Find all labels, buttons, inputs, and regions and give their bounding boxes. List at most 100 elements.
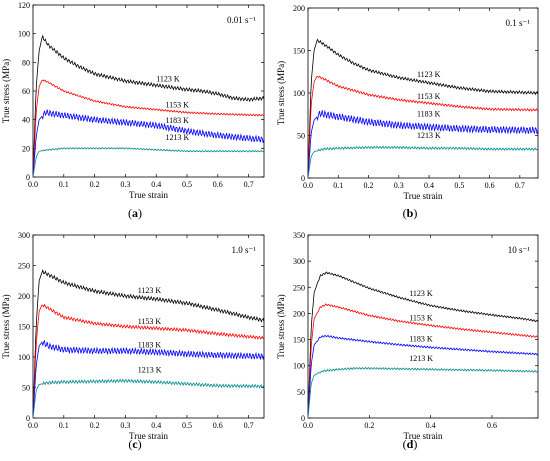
series-line-1213k bbox=[307, 366, 539, 419]
y-tick-label: 100 bbox=[18, 353, 30, 362]
x-tick-label: 0.0 bbox=[303, 181, 313, 190]
x-tick-label: 0.5 bbox=[454, 181, 464, 190]
series-label: 1183 K bbox=[138, 340, 162, 349]
x-tick-label: 0.3 bbox=[120, 421, 130, 430]
y-tick-label: 0 bbox=[26, 173, 30, 182]
series-label: 1213 K bbox=[417, 131, 441, 140]
y-tick-label: 50 bbox=[297, 132, 305, 141]
x-tick-label: 0.6 bbox=[213, 421, 223, 430]
plot-frame bbox=[32, 234, 265, 419]
x-tick-label: 0.3 bbox=[120, 180, 130, 189]
x-tick-label: 0.2 bbox=[90, 421, 100, 430]
panel-label: (b) bbox=[403, 206, 418, 220]
panel-label: (a) bbox=[128, 206, 142, 220]
series-line-1123k bbox=[307, 271, 539, 419]
x-tick-label: 0.2 bbox=[90, 180, 100, 189]
y-tick-label: 80 bbox=[22, 58, 30, 67]
x-axis-label: True strain bbox=[129, 431, 168, 441]
x-axis-label: True strain bbox=[404, 431, 443, 441]
series-line-1213k bbox=[307, 145, 539, 179]
series-line-1183k bbox=[32, 339, 265, 419]
x-tick-label: 0.3 bbox=[394, 181, 404, 190]
y-axis-label: True stress (MPa) bbox=[1, 294, 11, 358]
x-tick-label: 0.4 bbox=[151, 421, 161, 430]
series-label: 1183 K bbox=[165, 116, 189, 125]
y-tick-label: 0 bbox=[301, 174, 305, 183]
series-line-1183k bbox=[32, 109, 265, 178]
strain-rate-annotation: 0.1 s⁻¹ bbox=[506, 18, 531, 28]
y-axis-label: True stress (MPa) bbox=[276, 294, 286, 358]
y-tick-label: 20 bbox=[22, 144, 30, 153]
chart-panel-4: 0.0 0.2 0.4 0.6 0 50 100 150 200 250 300 350 True st… bbox=[276, 231, 539, 451]
y-tick-label: 150 bbox=[18, 323, 30, 332]
x-tick-label: 0.1 bbox=[59, 180, 69, 189]
y-tick-label: 40 bbox=[22, 116, 30, 125]
x-tick-label: 0.7 bbox=[244, 421, 254, 430]
x-tick-label: 0.0 bbox=[303, 421, 313, 430]
series-label: 1123 K bbox=[138, 286, 162, 295]
x-tick-label: 0.6 bbox=[485, 181, 495, 190]
series-line-1153k bbox=[307, 75, 539, 179]
x-tick-label: 0.4 bbox=[151, 180, 161, 189]
chart-panel-3: 0.0 0.1 0.2 0.3 0.4 0.5 0.6 0.7 0 50 100 150 200 250 3… bbox=[1, 231, 265, 451]
x-axis-label: True strain bbox=[129, 190, 168, 200]
series-line-1153k bbox=[307, 303, 539, 419]
series-label: 1123 K bbox=[409, 289, 433, 298]
x-tick-label: 0.2 bbox=[364, 181, 374, 190]
x-tick-label: 0.4 bbox=[426, 421, 436, 430]
chart-panel-2: 0.0 0.1 0.2 0.3 0.4 0.5 0.6 0.7 0 50 100 150 200 True… bbox=[276, 4, 539, 220]
strain-rate-annotation: 1.0 s⁻¹ bbox=[232, 245, 257, 255]
y-tick-label: 250 bbox=[293, 283, 305, 292]
series-label: 1183 K bbox=[417, 109, 441, 118]
x-tick-label: 0.7 bbox=[244, 180, 254, 189]
series-line-1213k bbox=[32, 378, 265, 419]
x-tick-label: 0.4 bbox=[424, 181, 434, 190]
chart-panel-1: 0.0 0.1 0.2 0.3 0.4 0.5 0.6 0.7 0 20 40 60 80 100 120 T… bbox=[1, 1, 265, 220]
y-tick-label: 350 bbox=[293, 231, 305, 240]
x-tick-label: 0.6 bbox=[487, 421, 497, 430]
y-tick-label: 100 bbox=[18, 30, 30, 39]
y-tick-label: 50 bbox=[297, 388, 305, 397]
strain-rate-annotation: 0.01 s⁻¹ bbox=[227, 15, 256, 25]
y-tick-label: 120 bbox=[18, 1, 30, 10]
y-axis-label: True stress (MPa) bbox=[1, 59, 11, 123]
y-tick-label: 50 bbox=[22, 384, 30, 393]
y-tick-label: 0 bbox=[301, 414, 305, 423]
series-line-1183k bbox=[307, 334, 539, 419]
x-tick-label: 0.0 bbox=[28, 180, 38, 189]
series-line-1123k bbox=[307, 38, 539, 179]
y-tick-label: 200 bbox=[293, 309, 305, 318]
panel-label: (c) bbox=[128, 437, 141, 451]
plot-frame bbox=[307, 234, 539, 419]
y-tick-label: 150 bbox=[293, 336, 305, 345]
y-tick-label: 100 bbox=[293, 89, 305, 98]
series-label: 1153 K bbox=[165, 100, 189, 109]
series-label: 1213 K bbox=[138, 365, 162, 374]
y-axis-label: True stress (MPa) bbox=[276, 61, 286, 125]
y-tick-label: 150 bbox=[293, 47, 305, 56]
x-axis-label: True strain bbox=[404, 191, 443, 201]
series-label: 1213 K bbox=[165, 133, 189, 142]
series-label: 1153 K bbox=[138, 317, 162, 326]
y-tick-label: 250 bbox=[18, 262, 30, 271]
x-tick-label: 0.6 bbox=[213, 180, 223, 189]
x-tick-label: 0.5 bbox=[182, 421, 192, 430]
series-label: 1123 K bbox=[417, 70, 441, 79]
series-line-1153k bbox=[32, 303, 265, 419]
series-line-1123k bbox=[32, 268, 265, 419]
y-tick-label: 100 bbox=[293, 362, 305, 371]
x-tick-label: 0.1 bbox=[59, 421, 69, 430]
series-label: 1153 K bbox=[417, 92, 441, 101]
y-tick-label: 300 bbox=[293, 257, 305, 266]
x-tick-label: 0.7 bbox=[515, 181, 525, 190]
series-label: 1213 K bbox=[409, 354, 433, 363]
y-tick-label: 60 bbox=[22, 87, 30, 96]
series-label: 1183 K bbox=[409, 335, 433, 344]
series-label: 1123 K bbox=[156, 74, 180, 83]
panel-label: (d) bbox=[403, 437, 418, 451]
y-tick-label: 200 bbox=[18, 292, 30, 301]
x-tick-label: 0.1 bbox=[333, 181, 343, 190]
series-line-1213k bbox=[32, 146, 265, 178]
series-line-1123k bbox=[32, 34, 265, 178]
